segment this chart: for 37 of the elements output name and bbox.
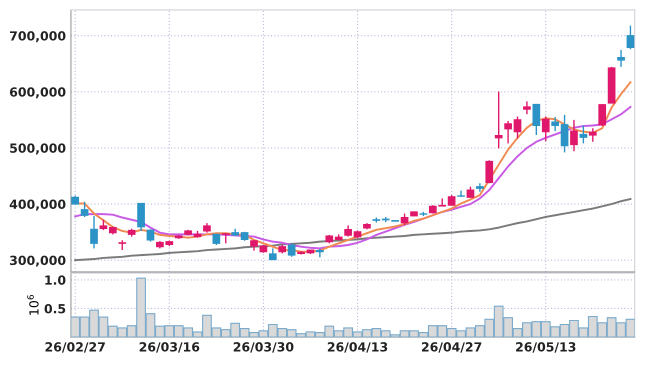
- x-tick-label: 26/04/13: [328, 342, 388, 353]
- candlestick: [80, 201, 88, 218]
- candlestick: [617, 49, 625, 68]
- x-tick-label: 26/03/16: [140, 342, 200, 353]
- candlestick: [137, 202, 145, 232]
- candlestick: [118, 240, 126, 251]
- y-axis-title: 10$^{6}$: [27, 295, 39, 315]
- candlestick: [494, 90, 503, 150]
- y-tick-label: 400,000: [10, 200, 66, 211]
- y-tick-label: 0.5: [44, 304, 66, 314]
- candlestick: [90, 215, 98, 250]
- y-tick-label: 300,000: [10, 256, 66, 267]
- line-series: [74, 198, 632, 262]
- candlestick: [485, 160, 494, 184]
- candlestick: [532, 103, 540, 136]
- y-tick-label: 1.0: [45, 275, 66, 285]
- x-tick-label: 26/02/27: [46, 342, 105, 353]
- candlestick: [523, 100, 531, 115]
- candlestick: [146, 228, 154, 242]
- y-tick-label: 600,000: [10, 87, 66, 98]
- candlestick: [288, 242, 296, 258]
- candlestick: [203, 222, 211, 234]
- x-tick-label: 26/05/13: [516, 342, 576, 353]
- candlestick: [400, 212, 408, 226]
- x-tick-label: 26/04/27: [422, 342, 482, 353]
- candlestick: [580, 124, 588, 144]
- y-tick-label: 500,000: [10, 143, 66, 154]
- candlestick: [466, 186, 474, 199]
- candlestick: [542, 116, 550, 142]
- y-tick-label: 700,000: [10, 31, 66, 42]
- x-tick-label: 26/03/30: [234, 342, 294, 353]
- candlestick: [222, 232, 230, 244]
- candlestick: [598, 103, 606, 127]
- line-series: [74, 106, 632, 250]
- candlestick: [626, 24, 634, 50]
- candlestick: [588, 128, 597, 142]
- candlestick: [570, 119, 578, 152]
